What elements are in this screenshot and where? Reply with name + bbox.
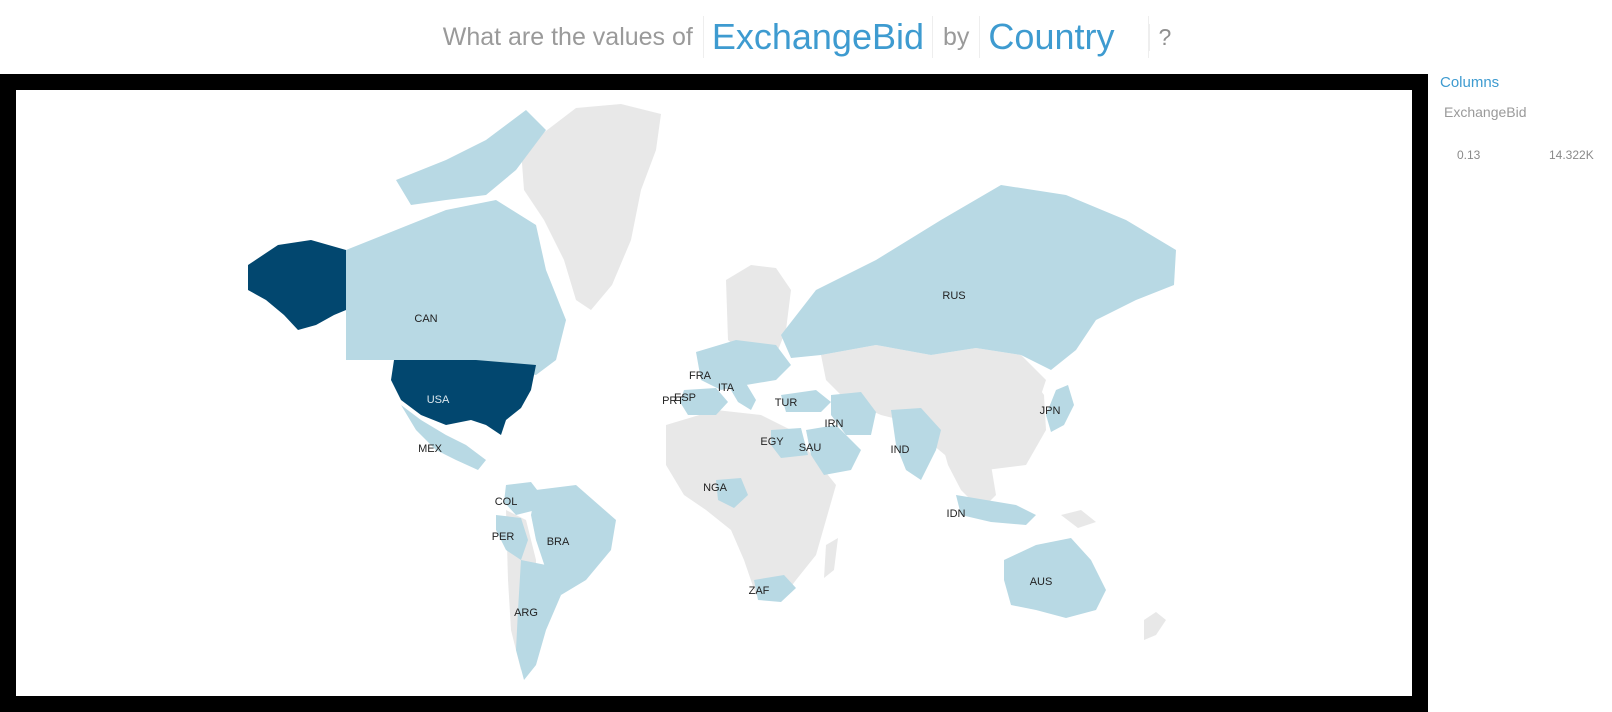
region-egy[interactable] [771,428,808,458]
southeast-asia-region[interactable] [941,440,996,510]
country-label-ind: IND [891,444,910,456]
region-rus[interactable] [781,185,1176,370]
country-label-esp: ESP [674,392,696,404]
region-ind[interactable] [891,408,941,480]
country-label-irn: IRN [825,418,844,430]
country-label-aus: AUS [1030,576,1053,588]
madagascar-region[interactable] [824,538,838,578]
region-ita[interactable] [728,380,756,410]
country-label-fra: FRA [689,370,712,382]
help-button[interactable]: ? [1149,23,1179,51]
country-label-rus: RUS [942,290,965,302]
country-label-tur: TUR [775,397,798,409]
papua-region[interactable] [1061,510,1096,528]
region-nga[interactable] [716,478,748,508]
region-tur[interactable] [781,390,831,412]
region-sau[interactable] [806,425,861,475]
question-prefix: What are the values of [442,22,693,51]
measure-token[interactable]: ExchangeBid [702,16,934,58]
legend-min-value: 0.13 [1457,148,1481,162]
country-label-mex: MEX [418,443,443,455]
legend-max-value: 14.322K [1549,148,1594,162]
greenland-region[interactable] [521,104,661,310]
country-label-col: COL [495,496,518,508]
country-label-zaf: ZAF [749,585,770,597]
eastern-europe-region[interactable] [726,265,791,360]
map-frame: CAN USA MEX COL PER BRA ARG FRA ESP PRT ITA TUR EGY S… [0,74,1428,712]
region-can[interactable] [346,200,566,375]
country-label-per: PER [492,531,515,543]
country-label-usa: USA [427,394,450,406]
region-irn[interactable] [831,392,876,435]
region-usa[interactable] [391,360,536,435]
region-col[interactable] [504,482,541,515]
columns-title[interactable]: Columns [1440,74,1500,91]
region-per[interactable] [496,515,528,560]
country-label-jpn: JPN [1040,405,1061,417]
country-label-sau: SAU [799,442,822,454]
country-label-arg: ARG [514,607,538,619]
region-aus[interactable] [1004,538,1106,618]
column-item-exchangebid[interactable]: ExchangeBid [1444,104,1527,120]
country-label-nga: NGA [703,482,728,494]
country-label-can: CAN [414,313,437,325]
region-arg[interactable] [516,560,561,680]
region-europe-west[interactable] [696,340,791,390]
country-label-egy: EGY [760,436,784,448]
africa-region[interactable] [666,410,836,600]
question-bar: What are the values of ExchangeBid by Co… [0,0,1612,74]
country-label-prt: PRT [662,395,684,407]
country-label-ita: ITA [718,382,735,394]
question-by: by [943,22,970,51]
map-canvas: CAN USA MEX COL PER BRA ARG FRA ESP PRT ITA TUR EGY S… [16,90,1412,696]
dimension-token[interactable]: Country [979,16,1150,58]
country-label-bra: BRA [547,536,570,548]
region-mex[interactable] [401,405,486,470]
region-arctic-islands[interactable] [396,110,546,205]
country-label-idn: IDN [947,508,966,520]
region-usa-alaska[interactable] [248,240,346,330]
side-panel: Columns ExchangeBid 0.13 14.322K [1432,74,1612,712]
china-region[interactable] [906,365,1046,470]
region-idn[interactable] [956,495,1036,525]
region-bra[interactable] [531,485,616,595]
region-zaf[interactable] [754,575,796,602]
new-zealand-region[interactable] [1144,612,1166,640]
region-jpn[interactable] [1046,385,1074,432]
data-regions [248,110,1176,680]
region-esp-prt[interactable] [680,388,728,415]
